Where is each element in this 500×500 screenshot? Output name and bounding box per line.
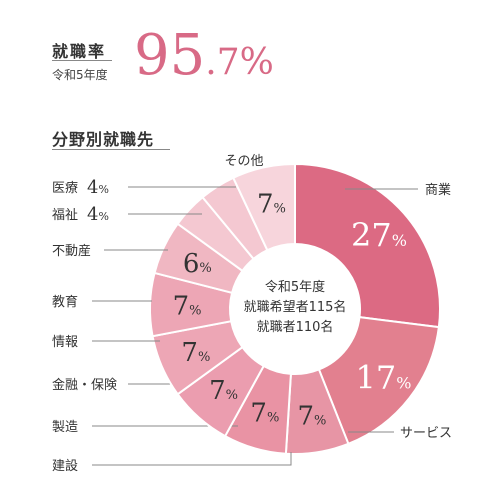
- category-label-service: サービス: [400, 426, 452, 441]
- slice-other: [231, 162, 296, 252]
- header-divider: [52, 60, 112, 61]
- slice-commerce: [294, 162, 441, 329]
- employment-rate-year: 令和5年度: [52, 68, 108, 82]
- category-label-commerce: 商業: [425, 182, 451, 198]
- center-text-line: 就職希望者115名: [244, 299, 347, 315]
- category-label-education: 教育: [52, 294, 78, 310]
- category-label-finance-insurance: 金融・保険: [52, 377, 117, 393]
- value-label-commerce: 27%: [351, 216, 407, 254]
- value-label-manufacturing: 7%: [250, 399, 279, 429]
- employment-rate-value: 95.7%: [134, 28, 274, 84]
- category-label-construction: 建設: [52, 458, 78, 474]
- center-text-line: 令和5年度: [265, 279, 325, 295]
- employment-rate-label: 就職率: [52, 42, 107, 61]
- category-label-other: その他: [224, 154, 263, 169]
- value-label-real-estate: 6%: [183, 249, 212, 279]
- value-label-finance-insurance: 7%: [209, 376, 238, 406]
- category-label-medical: 医療: [52, 181, 78, 196]
- leader-line-construction: [92, 452, 292, 466]
- value-label-construction: 7%: [297, 402, 326, 432]
- section-divider: [52, 149, 170, 150]
- center-text-line: 就職者110名: [257, 319, 334, 335]
- category-label-information: 情報: [52, 335, 78, 350]
- section-title: 分野別就職先: [52, 130, 155, 149]
- value-label-service: 17%: [356, 359, 412, 397]
- employment-rate-decimal: .7%: [205, 42, 274, 83]
- category-label-real-estate: 不動産: [52, 243, 91, 259]
- category-label-welfare: 福祉: [52, 208, 78, 223]
- value-label-other: 7%: [257, 190, 286, 220]
- value-label-information: 7%: [181, 338, 210, 368]
- slice-service: [317, 316, 440, 446]
- value-label-welfare: 4%: [87, 204, 109, 225]
- category-label-manufacturing: 製造: [52, 420, 78, 435]
- employment-rate-integer: 95: [134, 23, 206, 88]
- value-label-medical: 4%: [87, 177, 109, 198]
- value-label-education: 7%: [173, 292, 202, 322]
